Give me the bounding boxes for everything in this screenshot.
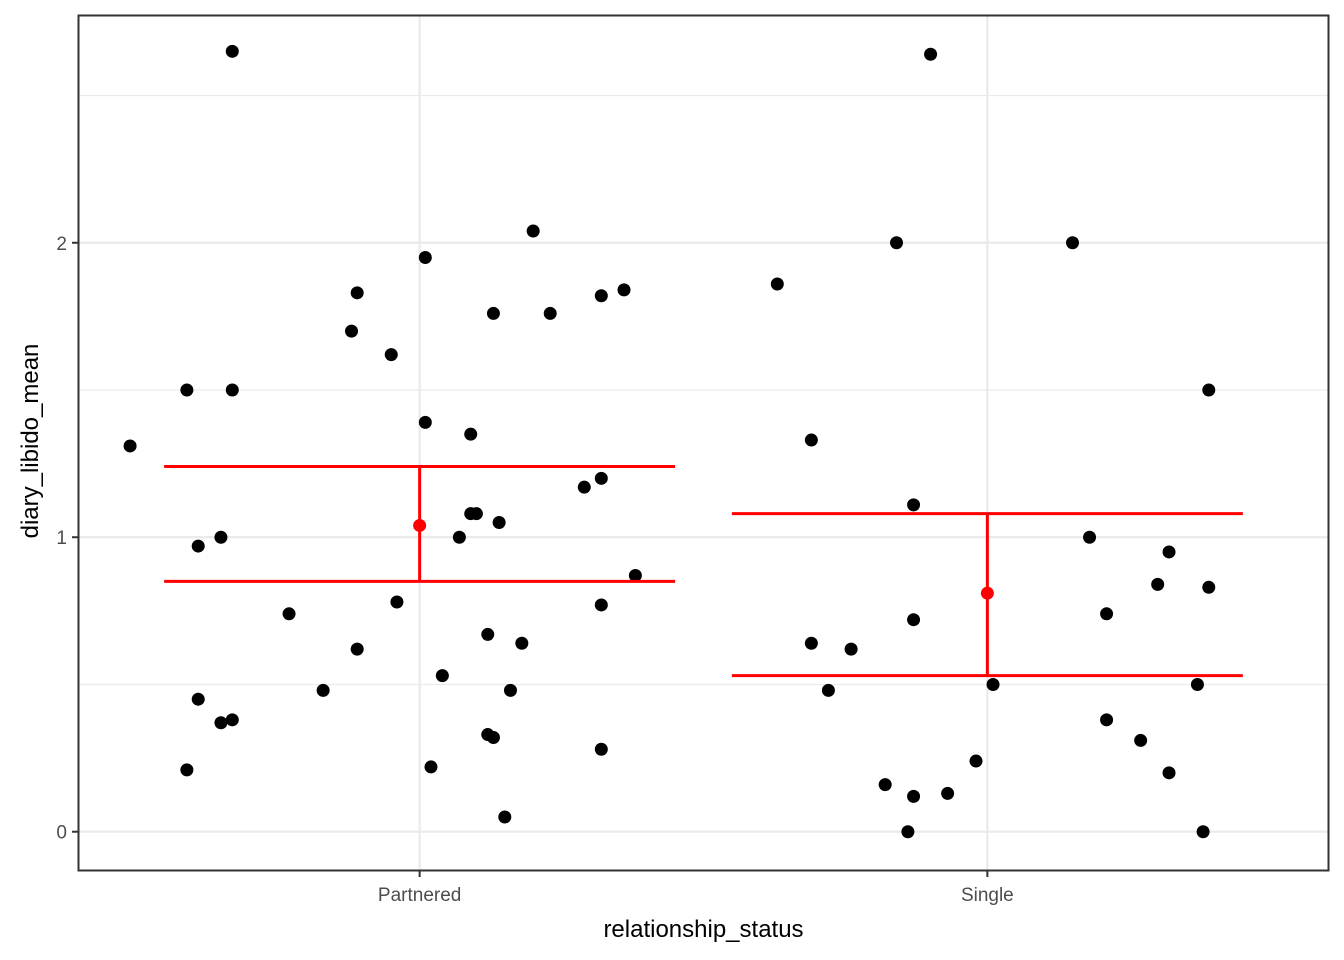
data-point — [1202, 383, 1216, 397]
mean-point — [413, 518, 427, 532]
data-point — [1083, 530, 1097, 544]
data-point — [191, 692, 205, 706]
data-point — [907, 498, 921, 512]
data-point — [628, 569, 642, 583]
data-point — [878, 778, 892, 792]
data-point — [180, 383, 194, 397]
x-axis-title: relationship_status — [603, 916, 803, 943]
data-point — [418, 415, 432, 429]
data-points — [123, 44, 1216, 839]
data-point — [345, 324, 359, 338]
data-point — [452, 530, 466, 544]
data-point — [1162, 545, 1176, 559]
axis-ticks: 0 1 2 Partnered Single — [56, 234, 1013, 906]
data-point — [577, 480, 591, 494]
data-point — [225, 713, 239, 727]
data-point — [1196, 825, 1210, 839]
data-point — [225, 44, 239, 58]
data-point — [890, 236, 904, 250]
data-point — [486, 730, 500, 744]
data-point — [390, 595, 404, 609]
y-tick-label: 0 — [56, 823, 67, 844]
data-point — [901, 825, 915, 839]
y-tick-label: 2 — [56, 234, 67, 255]
data-point — [907, 613, 921, 627]
y-axis-title: diary_libido_mean — [17, 344, 44, 539]
data-point — [123, 439, 137, 453]
y-tick-label: 1 — [56, 528, 67, 549]
panel-border — [77, 14, 1330, 872]
data-point — [821, 683, 835, 697]
data-point — [350, 286, 364, 300]
data-point — [770, 277, 784, 291]
data-point — [907, 789, 921, 803]
data-point — [1151, 577, 1165, 591]
data-point — [180, 763, 194, 777]
data-point — [191, 539, 205, 553]
data-point — [498, 810, 512, 824]
data-point — [594, 742, 608, 756]
data-point — [1190, 677, 1204, 691]
data-point — [503, 683, 517, 697]
data-point — [469, 507, 483, 521]
data-point — [594, 471, 608, 485]
data-point — [1066, 236, 1080, 250]
data-point — [1162, 766, 1176, 780]
data-point — [350, 642, 364, 656]
x-tick-label: Partnered — [378, 885, 461, 906]
data-point — [924, 47, 938, 61]
data-point — [486, 306, 500, 320]
data-point — [282, 607, 296, 621]
data-point — [969, 754, 983, 768]
data-point — [543, 306, 557, 320]
data-point — [526, 224, 540, 238]
data-point — [481, 627, 495, 641]
data-point — [986, 677, 1000, 691]
data-point — [617, 283, 631, 297]
data-point — [316, 683, 330, 697]
data-point — [492, 516, 506, 530]
data-point — [384, 348, 398, 362]
data-point — [515, 636, 529, 650]
data-point — [1134, 733, 1148, 747]
data-point — [424, 760, 438, 774]
data-point — [214, 716, 228, 730]
data-point — [941, 786, 955, 800]
data-point — [1100, 713, 1114, 727]
data-point — [418, 250, 432, 264]
data-point — [214, 530, 228, 544]
grid-lines — [79, 16, 1328, 870]
data-point — [804, 433, 818, 447]
data-point — [594, 598, 608, 612]
data-point — [1202, 580, 1216, 594]
data-point — [435, 669, 449, 683]
data-point — [594, 289, 608, 303]
summary-error-bars — [164, 465, 1243, 678]
data-point — [464, 427, 478, 441]
data-point — [844, 642, 858, 656]
data-point — [804, 636, 818, 650]
data-point — [225, 383, 239, 397]
x-tick-label: Single — [961, 885, 1014, 906]
data-point — [1100, 607, 1114, 621]
mean-point — [980, 586, 994, 600]
